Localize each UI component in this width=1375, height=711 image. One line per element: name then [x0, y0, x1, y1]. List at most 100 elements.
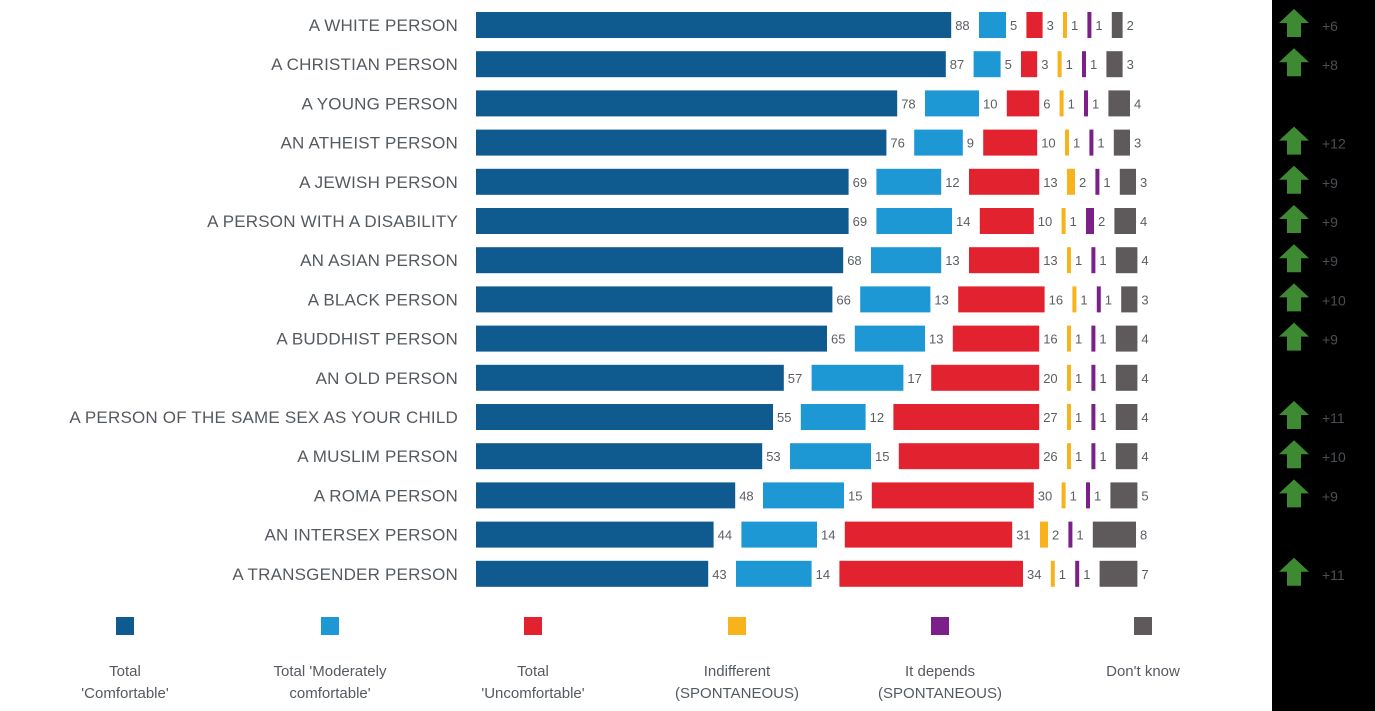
legend-label: Total 'Moderately	[274, 663, 387, 680]
data-label: 48	[739, 488, 753, 503]
data-label: 4	[1141, 253, 1148, 268]
legend-label: comfortable'	[289, 685, 370, 702]
bar-segment	[973, 51, 1001, 78]
bar-segment	[741, 521, 817, 548]
bar-segment	[898, 443, 1040, 470]
bar-segment	[476, 521, 714, 548]
bar-segment	[983, 129, 1038, 156]
data-label: 8	[1140, 528, 1147, 543]
data-label: 14	[956, 214, 970, 229]
bar-segment	[1026, 12, 1043, 38]
data-label: 1	[1094, 488, 1101, 503]
bar-segment	[1106, 51, 1123, 78]
data-label: 5	[1010, 18, 1017, 33]
data-label: 78	[901, 96, 915, 111]
bar-segment	[1095, 168, 1100, 195]
bar-segment	[1063, 12, 1067, 38]
data-label: 9	[967, 136, 974, 151]
bar-segment	[1115, 404, 1138, 430]
data-label: 1	[1099, 332, 1106, 347]
change-label: +8	[1322, 57, 1338, 73]
data-label: 1	[1105, 292, 1112, 307]
data-label: 13	[1043, 253, 1057, 268]
bar-segment	[844, 521, 1013, 548]
data-label: 2	[1052, 528, 1059, 543]
data-label: 10	[983, 96, 997, 111]
data-label: 53	[766, 449, 780, 464]
data-label: 3	[1041, 57, 1048, 72]
data-label: 14	[821, 528, 835, 543]
bar-segment	[476, 129, 887, 156]
change-panel	[1272, 0, 1375, 711]
data-label: 10	[1041, 136, 1055, 151]
legend-swatch	[728, 617, 746, 635]
data-label: 10	[1038, 214, 1052, 229]
category-label: AN INTERSEX PERSON	[265, 526, 458, 545]
data-label: 17	[907, 371, 921, 386]
bar-segment	[893, 404, 1040, 430]
data-label: 13	[929, 332, 943, 347]
legend-label: Indifferent	[704, 663, 771, 680]
data-label: 31	[1016, 528, 1030, 543]
data-label: 66	[836, 292, 850, 307]
bar-segment	[476, 482, 736, 509]
data-label: 6	[1043, 96, 1050, 111]
bar-segment	[1075, 560, 1080, 587]
data-label: 1	[1090, 57, 1097, 72]
bar-segment	[476, 168, 849, 195]
bar-segment	[1067, 364, 1071, 391]
legend-swatch	[931, 617, 949, 635]
up-arrow-icon	[1279, 205, 1309, 233]
bar-segment	[1086, 208, 1094, 234]
bar-segment	[736, 560, 812, 587]
data-label: 5	[1005, 57, 1012, 72]
bar-segment	[476, 247, 844, 274]
data-label: 4	[1141, 410, 1148, 425]
category-label: A JEWISH PERSON	[299, 173, 458, 192]
change-label: +9	[1322, 175, 1338, 191]
data-label: 1	[1073, 136, 1080, 151]
bar-segment	[1068, 521, 1073, 548]
legend-label: 'Comfortable'	[81, 685, 169, 702]
bar-segment	[969, 247, 1040, 274]
bar-segment	[476, 90, 898, 117]
data-label: 69	[853, 175, 867, 190]
bar-segment	[1115, 325, 1138, 352]
bar-segment	[476, 208, 849, 234]
data-label: 34	[1027, 567, 1041, 582]
bar-segment	[925, 90, 979, 117]
bar-segment	[1067, 443, 1071, 470]
bar-segment	[1040, 521, 1048, 548]
up-arrow-icon	[1279, 283, 1309, 312]
data-label: 4	[1134, 96, 1141, 111]
bar-segment	[1121, 286, 1138, 313]
data-label: 1	[1075, 410, 1082, 425]
bar-segment	[1091, 247, 1096, 274]
category-label: A MUSLIM PERSON	[297, 447, 458, 466]
data-label: 1	[1099, 449, 1106, 464]
bar-segment	[1067, 168, 1075, 195]
data-label: 4	[1140, 214, 1147, 229]
up-arrow-icon	[1279, 401, 1309, 429]
legend-label: Don't know	[1106, 663, 1180, 680]
data-label: 16	[1043, 332, 1057, 347]
data-label: 13	[945, 253, 959, 268]
data-label: 1	[1075, 253, 1082, 268]
bar-segment	[1021, 51, 1038, 78]
bar-segment	[1099, 560, 1138, 587]
change-label: +11	[1322, 410, 1345, 426]
change-label: +9	[1322, 332, 1338, 348]
bar-segment	[1113, 129, 1130, 156]
data-label: 76	[890, 136, 904, 151]
category-label: A CHRISTIAN PERSON	[271, 55, 458, 74]
bar-segment	[476, 12, 952, 38]
data-label: 4	[1141, 332, 1148, 347]
bar-segment	[1084, 90, 1088, 117]
change-label: +10	[1322, 292, 1346, 308]
bar-segment	[1061, 208, 1066, 234]
bar-segment	[1096, 286, 1101, 313]
bar-segment	[476, 325, 827, 352]
bar-segment	[476, 51, 946, 78]
bar-segment	[876, 208, 952, 234]
